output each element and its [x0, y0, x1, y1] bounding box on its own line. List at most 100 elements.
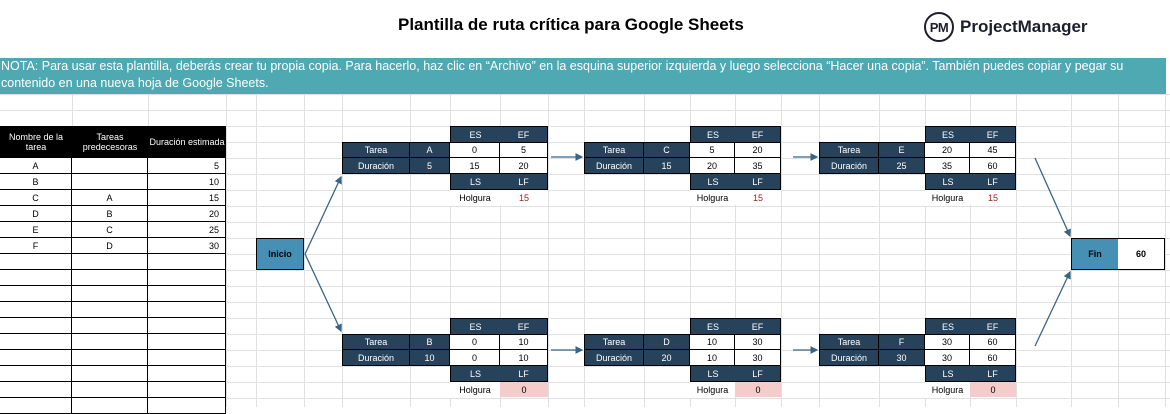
duration-cell[interactable] — [148, 318, 226, 334]
task-name-cell[interactable] — [0, 286, 72, 302]
task-id[interactable]: A — [410, 142, 450, 158]
task-name-cell[interactable]: E — [0, 222, 72, 238]
predecessor-cell[interactable] — [72, 318, 148, 334]
task-name-cell[interactable]: D — [0, 206, 72, 222]
late-start-value[interactable]: 30 — [925, 350, 970, 366]
predecessor-cell[interactable] — [72, 366, 148, 382]
task-name-cell[interactable] — [0, 302, 72, 318]
early-start-value[interactable]: 10 — [690, 334, 735, 350]
task-name-cell[interactable]: F — [0, 238, 72, 254]
predecessor-cell[interactable]: D — [72, 238, 148, 254]
predecessor-cell[interactable] — [72, 254, 148, 270]
task-name-cell[interactable]: A — [0, 158, 72, 174]
slack-value[interactable]: 0 — [970, 382, 1016, 397]
task-name-cell[interactable] — [0, 334, 72, 350]
slack-label: Holgura — [925, 382, 970, 398]
predecessor-cell[interactable] — [72, 174, 148, 190]
predecessor-cell[interactable] — [72, 382, 148, 398]
task-id[interactable]: D — [644, 334, 690, 350]
ls-header: LS — [450, 366, 500, 382]
predecessor-cell[interactable]: A — [72, 190, 148, 206]
duration-cell[interactable]: 30 — [148, 238, 226, 254]
predecessor-cell[interactable]: B — [72, 206, 148, 222]
column-header-task-name[interactable]: Nombre de la tarea — [0, 126, 72, 158]
slack-value[interactable]: 0 — [735, 382, 781, 397]
duration-value[interactable]: 30 — [879, 350, 925, 366]
predecessor-cell[interactable] — [72, 302, 148, 318]
late-start-value[interactable]: 35 — [925, 158, 970, 174]
duration-cell[interactable]: 20 — [148, 206, 226, 222]
early-start-value[interactable]: 0 — [450, 334, 500, 350]
duration-cell[interactable]: 15 — [148, 190, 226, 206]
grid-column-line — [644, 94, 645, 407]
early-finish-value[interactable]: 60 — [970, 334, 1016, 350]
late-start-value[interactable]: 0 — [450, 350, 500, 366]
early-finish-value[interactable]: 45 — [970, 142, 1016, 158]
duration-cell[interactable] — [148, 334, 226, 350]
late-finish-value[interactable]: 35 — [735, 158, 781, 174]
duration-value[interactable]: 15 — [644, 158, 690, 174]
end-node[interactable]: Fin — [1071, 238, 1119, 270]
column-header-duration[interactable]: Duración estimada — [148, 126, 226, 158]
duration-label: Duración — [584, 158, 644, 174]
duration-cell[interactable]: 25 — [148, 222, 226, 238]
task-name-cell[interactable] — [0, 270, 72, 286]
task-id[interactable]: C — [644, 142, 690, 158]
column-header-predecessors[interactable]: Tareas predecesoras — [72, 126, 148, 158]
duration-cell[interactable] — [148, 366, 226, 382]
predecessor-cell[interactable] — [72, 350, 148, 366]
late-finish-value[interactable]: 20 — [500, 158, 548, 174]
duration-value[interactable]: 20 — [644, 350, 690, 366]
task-id[interactable]: B — [410, 334, 450, 350]
duration-cell[interactable] — [148, 254, 226, 270]
duration-cell[interactable] — [148, 270, 226, 286]
late-finish-value[interactable]: 10 — [500, 350, 548, 366]
duration-cell[interactable]: 5 — [148, 158, 226, 174]
task-id[interactable]: F — [879, 334, 925, 350]
duration-cell[interactable] — [148, 286, 226, 302]
duration-cell[interactable] — [148, 382, 226, 398]
late-start-value[interactable]: 20 — [690, 158, 735, 174]
early-finish-value[interactable]: 5 — [500, 142, 548, 158]
task-name-cell[interactable] — [0, 366, 72, 382]
slack-value[interactable]: 15 — [735, 190, 781, 205]
slack-value[interactable]: 15 — [970, 190, 1016, 205]
late-start-value[interactable]: 10 — [690, 350, 735, 366]
predecessor-cell[interactable] — [72, 286, 148, 302]
task-name-cell[interactable] — [0, 254, 72, 270]
slack-value[interactable]: 0 — [500, 382, 548, 397]
duration-cell[interactable] — [148, 302, 226, 318]
predecessor-cell[interactable] — [72, 158, 148, 174]
duration-cell[interactable] — [148, 350, 226, 366]
duration-cell[interactable]: 10 — [148, 174, 226, 190]
late-start-value[interactable]: 15 — [450, 158, 500, 174]
duration-value[interactable]: 10 — [410, 350, 450, 366]
task-name-cell[interactable] — [0, 382, 72, 398]
start-node[interactable]: Inicio — [256, 238, 304, 270]
task-name-cell[interactable]: B — [0, 174, 72, 190]
grid-column-line — [970, 94, 971, 407]
task-id[interactable]: E — [879, 142, 925, 158]
late-finish-value[interactable]: 30 — [735, 350, 781, 366]
es-header: ES — [925, 318, 970, 334]
early-start-value[interactable]: 30 — [925, 334, 970, 350]
duration-value[interactable]: 5 — [410, 158, 450, 174]
early-finish-value[interactable]: 30 — [735, 334, 781, 350]
task-name-cell[interactable]: C — [0, 190, 72, 206]
task-name-cell[interactable] — [0, 350, 72, 366]
end-total-duration[interactable]: 60 — [1118, 238, 1165, 270]
late-finish-value[interactable]: 60 — [970, 350, 1016, 366]
predecessor-cell[interactable] — [72, 270, 148, 286]
late-finish-value[interactable]: 60 — [970, 158, 1016, 174]
early-start-value[interactable]: 0 — [450, 142, 500, 158]
early-finish-value[interactable]: 10 — [500, 334, 548, 350]
note-banner[interactable]: NOTA: Para usar esta plantilla, deberás … — [0, 58, 1166, 94]
task-name-cell[interactable] — [0, 318, 72, 334]
predecessor-cell[interactable] — [72, 334, 148, 350]
early-start-value[interactable]: 5 — [690, 142, 735, 158]
predecessor-cell[interactable]: C — [72, 222, 148, 238]
slack-value[interactable]: 15 — [500, 190, 548, 205]
duration-value[interactable]: 25 — [879, 158, 925, 174]
early-finish-value[interactable]: 20 — [735, 142, 781, 158]
early-start-value[interactable]: 20 — [925, 142, 970, 158]
